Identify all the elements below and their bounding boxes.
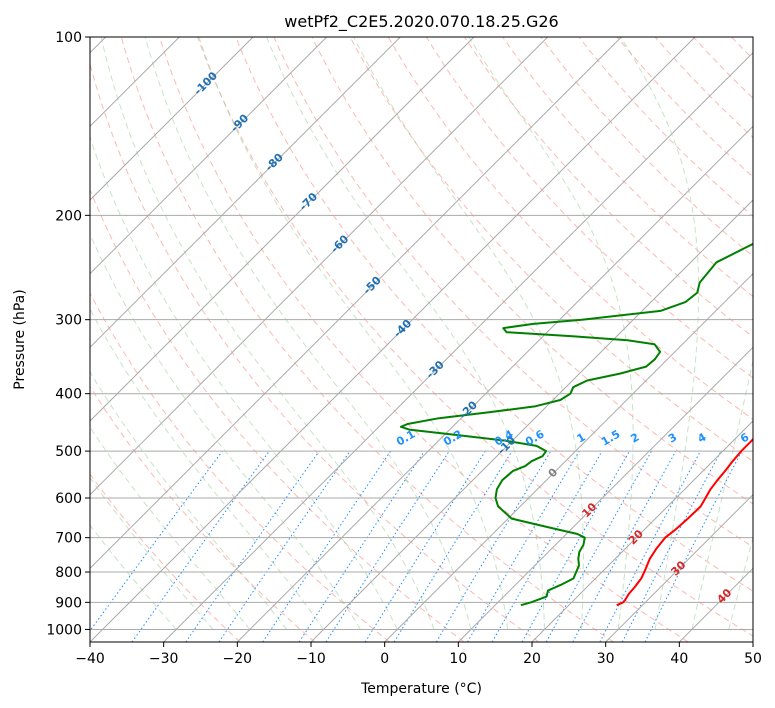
dewpoint-profile-line [399,242,753,607]
x-tick-label: 10 [449,651,467,667]
y-axis-title: Pressure (hPa) [12,289,28,389]
axes: −40 −30 −20 −10 0 10 20 30 40 50 100 200 300 400 500 60… [46,30,762,667]
moist-adiabat-line [620,37,700,630]
moist-adiabat-line [468,37,634,630]
isotherm-line [236,125,753,642]
moist-adiabat-line [90,476,214,630]
y-tick-label: 300 [55,313,82,329]
mixing-ratio-line [298,450,425,642]
profiles [399,242,753,607]
dry-adiabat-line [502,37,753,298]
moist-adiabat-line [90,426,251,630]
isotherm-line [90,37,328,275]
isotherm-line [90,37,622,570]
y-tick-label: 100 [55,30,82,46]
y-tick-label: 400 [55,387,82,403]
dry-adiabat-line [273,37,753,548]
moist-adiabat-line [90,233,361,630]
x-tick-label: 20 [523,651,541,667]
x-tick-label: 50 [744,651,762,667]
isotherm-line [90,37,549,496]
mixing-ratio-line [325,450,450,642]
moist-adiabat-line [353,37,584,630]
isotherm-line [90,37,475,422]
moist-adiabat-line [90,370,288,630]
dry-adiabat-line [311,37,753,505]
dry-adiabat-line [463,37,753,338]
mixing-ratio-line [218,450,351,642]
moist-adiabat-line [691,358,753,630]
mixing-ratio-line [545,450,653,642]
plot-frame [89,36,754,643]
mixing-ratio-line [262,450,392,642]
y-tick-label: 600 [55,491,82,507]
x-axis-title: Temperature (°C) [360,681,482,697]
mixing-ratio-line [90,450,223,632]
chart-title: wetPf2_C2E5.2020.070.18.25.G26 [284,12,558,32]
y-tick-label: 500 [55,444,82,460]
dry-adiabat-line [120,37,614,642]
x-tick-label: 30 [597,651,615,667]
moist-adiabat-line [90,308,325,630]
dry-adiabat-line [90,292,390,642]
x-tick-label: −10 [296,651,326,667]
isotherm-line [90,37,401,349]
mixing-ratio-line [185,450,320,642]
temperature-profile-line [616,437,753,607]
x-tick-label: 40 [670,651,688,667]
mixing-ratio-line [393,450,513,642]
background-lines [90,37,753,642]
mixing-ratio-line [131,450,270,642]
isotherm-line [163,51,753,642]
isotherm-line [531,420,753,642]
isotherm-line [90,37,254,201]
dry-adiabat-line [197,37,753,637]
isotherm-line [384,272,753,642]
moist-adiabat-line [144,37,472,630]
dry-adiabat-line [90,385,316,642]
y-tick-label: 700 [55,531,82,547]
y-tick-label: 900 [55,595,82,611]
moist-adiabat-line [90,135,398,630]
x-tick-label: −40 [75,651,105,667]
mixing-ratio-line [572,450,677,642]
isotherm-line [90,37,696,642]
y-tick-label: 800 [55,565,82,581]
y-tick-label: 200 [55,208,82,224]
moist-adiabat-line [728,536,753,630]
isotherm-line [457,346,753,642]
mixing-ratio-line [644,450,743,642]
isotherm-line [605,493,753,642]
dry-adiabat-line [90,62,540,642]
moist-adiabat-line [90,524,177,630]
x-tick-label: −20 [223,651,253,667]
moist-adiabat-line [266,37,546,630]
moist-adiabat-line [100,37,435,630]
x-tick-label: −30 [149,651,179,667]
dry-adiabat-line [235,37,753,592]
x-tick-label: 0 [380,651,389,667]
dry-adiabat-line [158,37,689,642]
moist-adiabat-line [198,37,509,630]
y-tick-label: 1000 [46,622,82,638]
mixing-ratio-line [521,450,630,642]
